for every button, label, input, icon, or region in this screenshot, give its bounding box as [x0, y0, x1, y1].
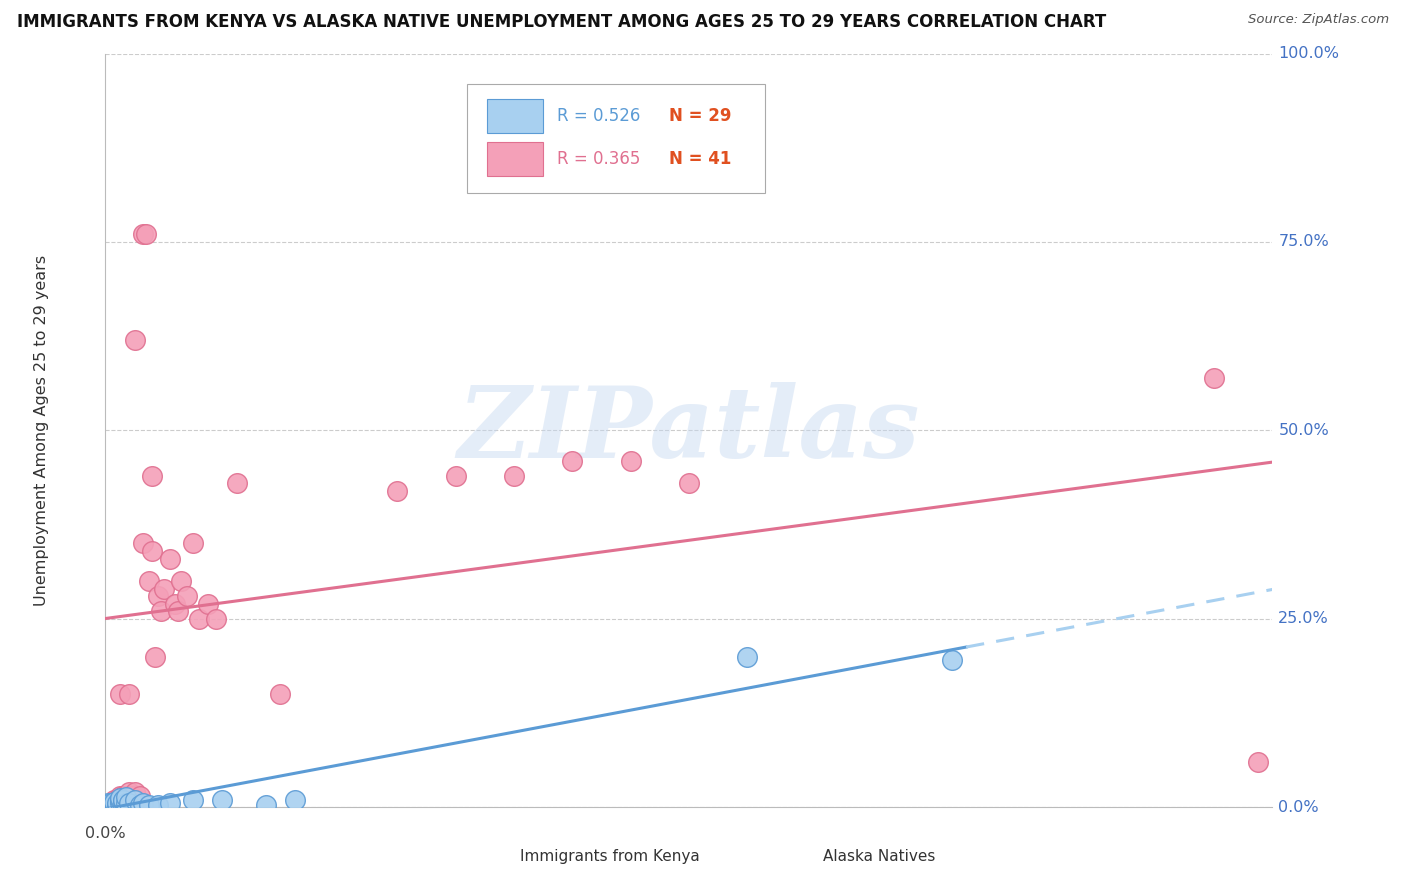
- Point: [118, 687, 141, 701]
- Point: [105, 797, 128, 811]
- Point: [146, 589, 169, 603]
- Point: [176, 589, 198, 603]
- Point: [170, 574, 193, 589]
- Point: [111, 789, 134, 803]
- Point: [105, 793, 128, 807]
- Point: [254, 797, 277, 812]
- Point: [678, 476, 700, 491]
- Point: [141, 468, 163, 483]
- FancyBboxPatch shape: [456, 843, 512, 873]
- Point: [225, 476, 247, 491]
- Point: [111, 794, 134, 808]
- Text: R = 0.365: R = 0.365: [557, 150, 641, 168]
- Point: [146, 797, 169, 812]
- Text: N = 41: N = 41: [669, 150, 731, 168]
- Point: [129, 789, 152, 803]
- Text: 50.0%: 50.0%: [1278, 423, 1329, 438]
- Text: Unemployment Among Ages 25 to 29 years: Unemployment Among Ages 25 to 29 years: [34, 255, 49, 606]
- Point: [269, 687, 292, 701]
- Point: [118, 797, 141, 811]
- Point: [108, 793, 131, 807]
- Text: 25.0%: 25.0%: [1278, 611, 1329, 626]
- Point: [132, 227, 155, 242]
- Point: [100, 797, 122, 812]
- Point: [159, 551, 181, 566]
- Point: [141, 544, 163, 558]
- Point: [108, 687, 131, 701]
- Point: [138, 574, 160, 589]
- Text: Source: ZipAtlas.com: Source: ZipAtlas.com: [1249, 13, 1389, 27]
- Point: [159, 797, 181, 811]
- Point: [132, 536, 155, 550]
- Point: [152, 582, 174, 596]
- Point: [103, 797, 125, 811]
- Point: [284, 793, 307, 807]
- FancyBboxPatch shape: [486, 100, 543, 133]
- Point: [124, 333, 146, 347]
- Point: [1202, 370, 1225, 384]
- Point: [165, 597, 187, 611]
- Point: [115, 789, 138, 803]
- Point: [124, 785, 146, 799]
- Text: IMMIGRANTS FROM KENYA VS ALASKA NATIVE UNEMPLOYMENT AMONG AGES 25 TO 29 YEARS CO: IMMIGRANTS FROM KENYA VS ALASKA NATIVE U…: [17, 13, 1107, 31]
- Point: [737, 649, 759, 664]
- Point: [211, 793, 233, 807]
- Point: [385, 483, 408, 498]
- Point: [108, 797, 131, 811]
- Text: 0.0%: 0.0%: [1278, 800, 1319, 814]
- Point: [149, 604, 172, 618]
- Point: [167, 604, 190, 618]
- Point: [941, 653, 963, 667]
- Point: [181, 793, 204, 807]
- Point: [118, 785, 141, 799]
- Point: [143, 649, 166, 664]
- Point: [619, 453, 641, 467]
- Point: [561, 453, 583, 467]
- Point: [105, 797, 128, 812]
- Point: [97, 797, 120, 812]
- Point: [103, 797, 125, 812]
- Text: Immigrants from Kenya: Immigrants from Kenya: [520, 849, 699, 863]
- Point: [111, 793, 134, 807]
- Point: [100, 797, 122, 811]
- Point: [1247, 755, 1270, 769]
- FancyBboxPatch shape: [759, 843, 815, 873]
- Point: [103, 795, 125, 809]
- FancyBboxPatch shape: [467, 84, 765, 193]
- Text: Alaska Natives: Alaska Natives: [823, 849, 935, 863]
- Point: [444, 468, 467, 483]
- Point: [121, 789, 143, 803]
- Point: [187, 612, 209, 626]
- Point: [502, 468, 524, 483]
- Text: R = 0.526: R = 0.526: [557, 107, 641, 125]
- Point: [181, 536, 204, 550]
- Point: [138, 797, 160, 812]
- Point: [108, 791, 131, 805]
- Point: [197, 597, 219, 611]
- Point: [132, 797, 155, 811]
- Point: [115, 790, 138, 805]
- Text: ZIPatlas: ZIPatlas: [458, 382, 920, 479]
- Point: [135, 227, 157, 242]
- Point: [205, 612, 228, 626]
- Text: 75.0%: 75.0%: [1278, 235, 1329, 250]
- Point: [129, 797, 152, 812]
- Point: [103, 793, 125, 807]
- Text: N = 29: N = 29: [669, 107, 731, 125]
- Point: [97, 797, 120, 811]
- Text: 100.0%: 100.0%: [1278, 46, 1340, 61]
- Point: [108, 789, 131, 803]
- FancyBboxPatch shape: [486, 143, 543, 176]
- Text: 0.0%: 0.0%: [86, 826, 125, 841]
- Point: [115, 797, 138, 811]
- Point: [124, 793, 146, 807]
